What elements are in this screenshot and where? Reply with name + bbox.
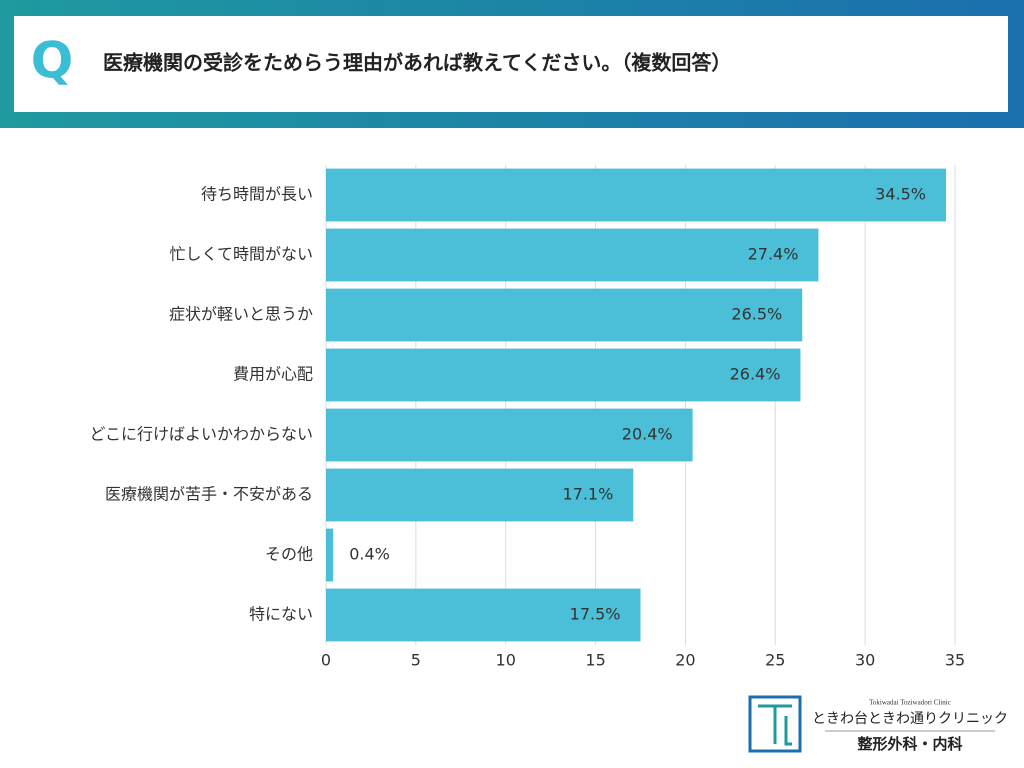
bar [326,348,801,402]
header-box [14,16,1008,112]
x-tick-label: 5 [411,651,421,670]
y-tick-label: その他 [265,545,313,564]
y-tick-label: どこに行けばよいかわからない [89,425,313,444]
bar [326,228,819,282]
x-tick-label: 20 [675,651,695,670]
value-label: 27.4% [748,245,799,264]
bar [326,408,693,462]
logo-dept: 整形外科・内科 [857,735,962,753]
y-tick-label: 待ち時間が長い [201,185,313,204]
question-title: 医療機関の受診をためらう理由があれば教えてください。（複数回答） [103,51,731,75]
value-label: 0.4% [349,545,390,564]
y-tick-label: 症状が軽いと思うか [169,305,313,324]
x-tick-label: 10 [496,651,516,670]
y-tick-label: 忙しくて時間がない [169,245,313,264]
chart: 0 5 10 15 20 25 30 35 待ち時間が長い 34.5% 忙しくて時間がない 27.4%… [89,165,965,670]
logo-en: Tokiwadai Toziwadori Clinic [869,699,951,707]
bar [326,528,334,582]
value-label: 34.5% [875,185,926,204]
x-tick-label: 35 [945,651,965,670]
value-label: 26.4% [730,365,781,384]
logo-name: ときわ台ときわ通りクリニック [812,711,1008,727]
bar [326,288,803,342]
y-tick-label: 費用が心配 [233,365,313,384]
q-mark: Q [31,32,74,90]
bar [326,168,947,222]
y-tick-label: 医療機関が苦手・不安がある [105,485,313,504]
y-tick-label: 特にない [249,605,313,624]
x-tick-label: 30 [855,651,875,670]
value-label: 26.5% [731,305,782,324]
x-tick-label: 0 [321,651,331,670]
x-tick-label: 25 [765,651,785,670]
logo-icon [748,695,802,753]
value-label: 17.1% [562,485,613,504]
logo: Tokiwadai Toziwadori Clinic ときわ台ときわ通りクリニ… [748,695,1008,753]
value-label: 20.4% [622,425,673,444]
bar [326,588,641,642]
x-tick-label: 15 [585,651,605,670]
bar [326,468,634,522]
value-label: 17.5% [570,605,621,624]
logo-icon-mark [758,704,792,746]
